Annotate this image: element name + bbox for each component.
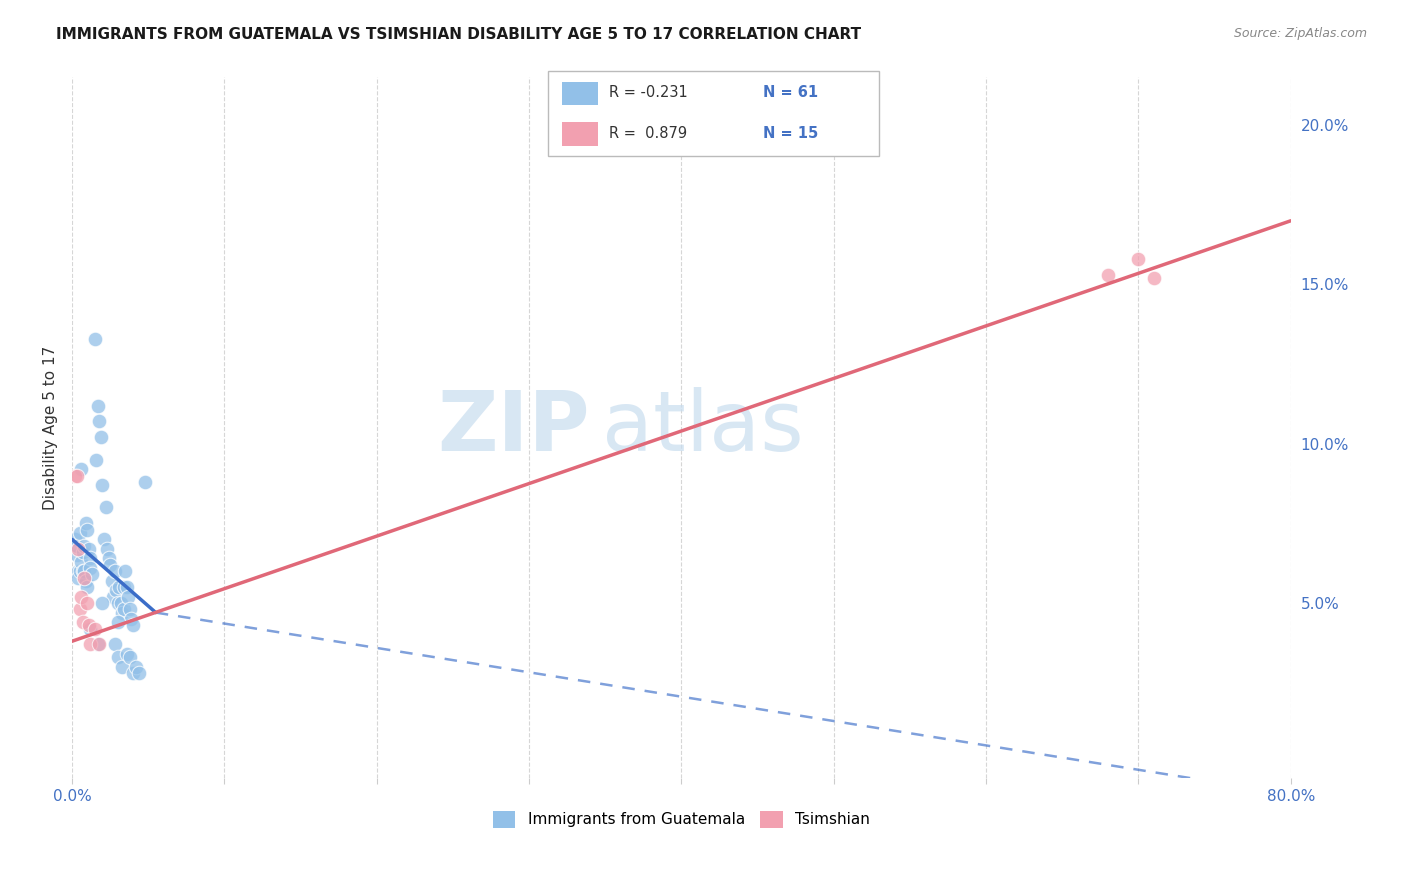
Point <box>115 647 138 661</box>
Point <box>98 558 121 572</box>
Point <box>111 659 134 673</box>
FancyBboxPatch shape <box>548 71 879 156</box>
Text: ZIP: ZIP <box>437 387 591 468</box>
Point <box>73 539 96 553</box>
Text: N = 15: N = 15 <box>763 126 818 141</box>
Point <box>73 570 96 584</box>
Point <box>83 332 105 346</box>
Point <box>69 525 91 540</box>
Point <box>97 551 120 566</box>
Point <box>93 533 115 547</box>
Point <box>65 539 87 553</box>
Point <box>110 596 132 610</box>
Point <box>73 564 96 578</box>
Point <box>75 574 97 588</box>
Point <box>76 596 98 610</box>
Text: N = 61: N = 61 <box>763 86 818 101</box>
Point <box>128 666 150 681</box>
Point <box>75 516 97 531</box>
Text: R = -0.231: R = -0.231 <box>609 86 688 101</box>
Point <box>79 637 101 651</box>
Point <box>70 590 93 604</box>
Point <box>125 659 148 673</box>
Point <box>72 545 94 559</box>
Point <box>94 500 117 515</box>
Point <box>65 548 87 562</box>
Text: IMMIGRANTS FROM GUATEMALA VS TSIMSHIAN DISABILITY AGE 5 TO 17 CORRELATION CHART: IMMIGRANTS FROM GUATEMALA VS TSIMSHIAN D… <box>56 27 862 42</box>
Point <box>112 602 135 616</box>
Point <box>107 615 129 629</box>
Point <box>77 618 100 632</box>
Point <box>115 580 138 594</box>
Point <box>120 612 142 626</box>
Point <box>70 462 93 476</box>
Point <box>67 541 90 556</box>
Point <box>87 637 110 651</box>
Text: R =  0.879: R = 0.879 <box>609 126 688 141</box>
Point <box>105 583 128 598</box>
Point <box>79 551 101 566</box>
Point <box>83 622 105 636</box>
Point <box>108 580 131 594</box>
Point <box>69 602 91 616</box>
Point <box>134 475 156 489</box>
Point <box>63 468 86 483</box>
Point <box>91 596 114 610</box>
Point <box>77 541 100 556</box>
Point <box>122 618 145 632</box>
Point <box>117 590 139 604</box>
Point <box>122 666 145 681</box>
FancyBboxPatch shape <box>561 81 598 105</box>
Point <box>89 414 111 428</box>
Point <box>107 650 129 665</box>
Point <box>76 523 98 537</box>
Point <box>91 478 114 492</box>
FancyBboxPatch shape <box>561 122 598 146</box>
Point <box>65 468 87 483</box>
Point <box>72 564 94 578</box>
Point <box>107 596 129 610</box>
Point <box>79 622 101 636</box>
Point <box>67 564 90 578</box>
Point <box>114 564 136 578</box>
Point <box>86 452 108 467</box>
Point <box>89 637 111 651</box>
Point <box>76 580 98 594</box>
Point <box>1142 271 1164 285</box>
Point <box>112 580 135 594</box>
Point <box>118 650 141 665</box>
Legend: Immigrants from Guatemala, Tsimshian: Immigrants from Guatemala, Tsimshian <box>486 805 876 834</box>
Point <box>63 533 86 547</box>
Point <box>79 561 101 575</box>
Point <box>69 564 91 578</box>
Point <box>1097 268 1119 282</box>
Point <box>90 430 112 444</box>
Point <box>96 541 118 556</box>
Text: atlas: atlas <box>602 387 804 468</box>
Point <box>1128 252 1150 266</box>
Point <box>101 590 124 604</box>
Point <box>72 615 94 629</box>
Point <box>87 399 110 413</box>
Point <box>70 555 93 569</box>
Text: Source: ZipAtlas.com: Source: ZipAtlas.com <box>1233 27 1367 40</box>
Point <box>111 606 134 620</box>
Point <box>118 602 141 616</box>
Point <box>67 570 90 584</box>
Point <box>80 567 103 582</box>
Point <box>104 637 127 651</box>
Y-axis label: Disability Age 5 to 17: Disability Age 5 to 17 <box>44 346 58 510</box>
Point <box>100 574 122 588</box>
Point <box>104 564 127 578</box>
